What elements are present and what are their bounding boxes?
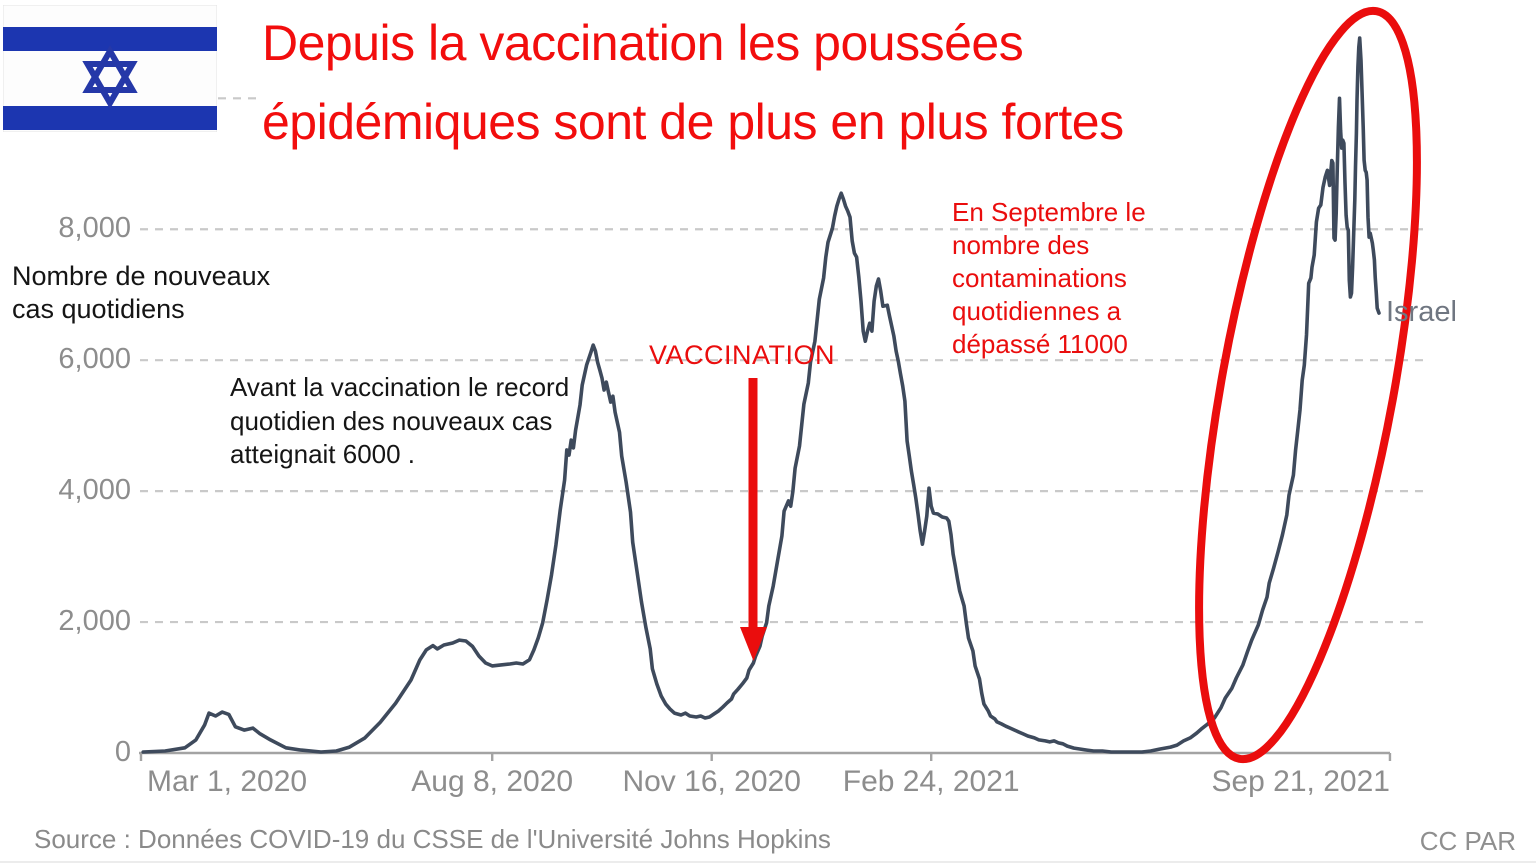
september-line-5: dépassé 11000 [952,329,1128,359]
pre-vaccination-line-1: Avant la vaccination le record [230,372,570,402]
vaccination-annotation-label: VACCINATION [649,340,836,370]
title-line-1: Depuis la vaccination les poussées [262,15,1024,71]
y-tick-label-8000: 8,000 [58,212,131,245]
x-tick-label-1: Aug 8, 2020 [411,765,574,798]
y-axis-label-line-1: Nombre de nouveaux [12,261,271,291]
y-tick-label-0: 0 [114,736,131,768]
x-axis-ticks [139,753,1392,761]
y-axis-label: Nombre de nouveaux cas quotidiens [12,260,270,326]
september-line-4: quotidiennes a [952,296,1122,326]
y-tick-label-2000: 2,000 [58,605,131,638]
series-label-israel: Israel [1386,296,1457,328]
september-annotation: En Septembre le nombre des contamination… [952,196,1146,361]
gridlines [140,97,1430,624]
pre-vaccination-annotation: Avant la vaccination le record quotidien… [230,371,569,472]
star-of-david-icon [82,44,138,110]
vaccination-arrow-icon [740,378,767,661]
flag-bottom-stripe [3,106,217,130]
x-tick-label-3: Feb 24, 2021 [842,765,1020,798]
israel-cases-line [141,36,1381,754]
x-tick-label-4: Sep 21, 2021 [1211,765,1390,798]
source-attribution: Source : Données COVID-19 du CSSE de l'U… [34,824,831,854]
page-title: Depuis la vaccination les poussées épidé… [262,4,1322,162]
y-tick-label-6000: 6,000 [58,343,131,376]
september-line-3: contaminations [952,263,1127,293]
highlight-ellipse [1195,6,1421,764]
license-label: CC PAR [1419,826,1516,856]
y-tick-label-4000: 4,000 [58,474,131,507]
y-axis-label-line-2: cas quotidiens [12,294,185,324]
pre-vaccination-line-3: atteignait 6000 . [230,439,416,469]
x-tick-label-0: Mar 1, 2020 [147,765,308,798]
title-line-2: épidémiques sont de plus en plus fortes [262,94,1124,150]
x-tick-label-2: Nov 16, 2020 [622,765,801,798]
israel-flag-icon [3,5,217,132]
september-line-2: nombre des [952,230,1090,260]
september-line-1: En Septembre le [952,197,1146,227]
pre-vaccination-line-2: quotidien des nouveaux cas [230,405,553,436]
bottom-divider [0,861,1536,863]
